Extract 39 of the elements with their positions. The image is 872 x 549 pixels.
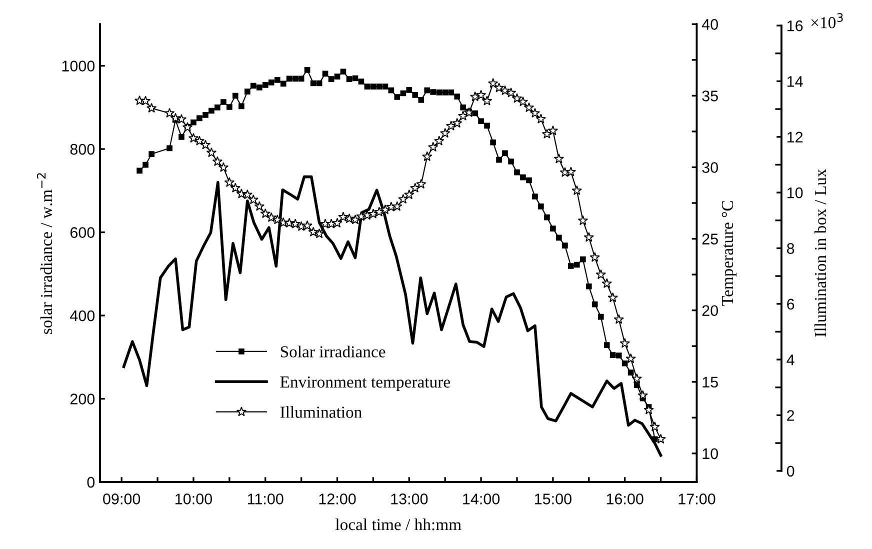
text: ×10$^{3}$ [811,13,843,28]
y3-tick-label: 12 [787,132,803,142]
x-tick-label: 13:00 [391,494,428,504]
x-tick-label: 12:00 [319,494,356,504]
x-tick-label: 14:00 [463,494,500,504]
y3-tick-label: 10 [787,187,803,198]
x-tick-label: 10:00 [176,494,212,504]
y-tick-label: 400 [70,310,95,322]
y-tick-label: 1000 [62,60,95,72]
legend-label: Illumination [280,406,362,418]
x-tick-label: 09:00 [103,494,140,504]
y3-tick-label: 0 [786,466,794,477]
y3-tick-label: 8 [786,243,794,254]
x-tick-label: 17:00 [678,494,716,504]
x-axis-title: local time / hh:mm [336,518,462,530]
y3-tick-label: 2 [787,410,794,421]
y3-tick-label: 4 [786,354,794,366]
y-tick-label: 800 [70,144,95,155]
y3-tick-label: 14 [787,76,803,87]
y3-tick-label: 6 [787,298,794,310]
legend-label: Environment temperature [280,376,450,392]
y2-axis-title: Temperature °C [722,201,736,306]
x-tick-label: 15:00 [534,494,572,504]
y-tick-label: 600 [70,227,95,238]
y-axis-title: solar irradiance / w.m$^{−2}$ [36,173,52,334]
y2-tick-label: 25 [702,234,718,244]
y2-tick-label: 10 [702,448,718,460]
y3-axis-title: Illumination in box / Lux [814,169,826,337]
y3-tick-label: 16 [787,20,803,32]
x-tick-label: 11:00 [248,494,284,504]
y-tick-label: 0 [87,476,95,488]
y2-tick-label: 40 [702,19,718,30]
y2-tick-label: 15 [702,376,718,388]
x-tick-label: 16:00 [606,494,644,504]
y2-tick-label: 30 [702,162,718,173]
y2-tick-label: 20 [702,305,718,316]
y2-tick-label: 35 [702,90,718,102]
y-tick-label: 200 [70,394,95,404]
legend-label: Solar irradiance [280,346,386,358]
